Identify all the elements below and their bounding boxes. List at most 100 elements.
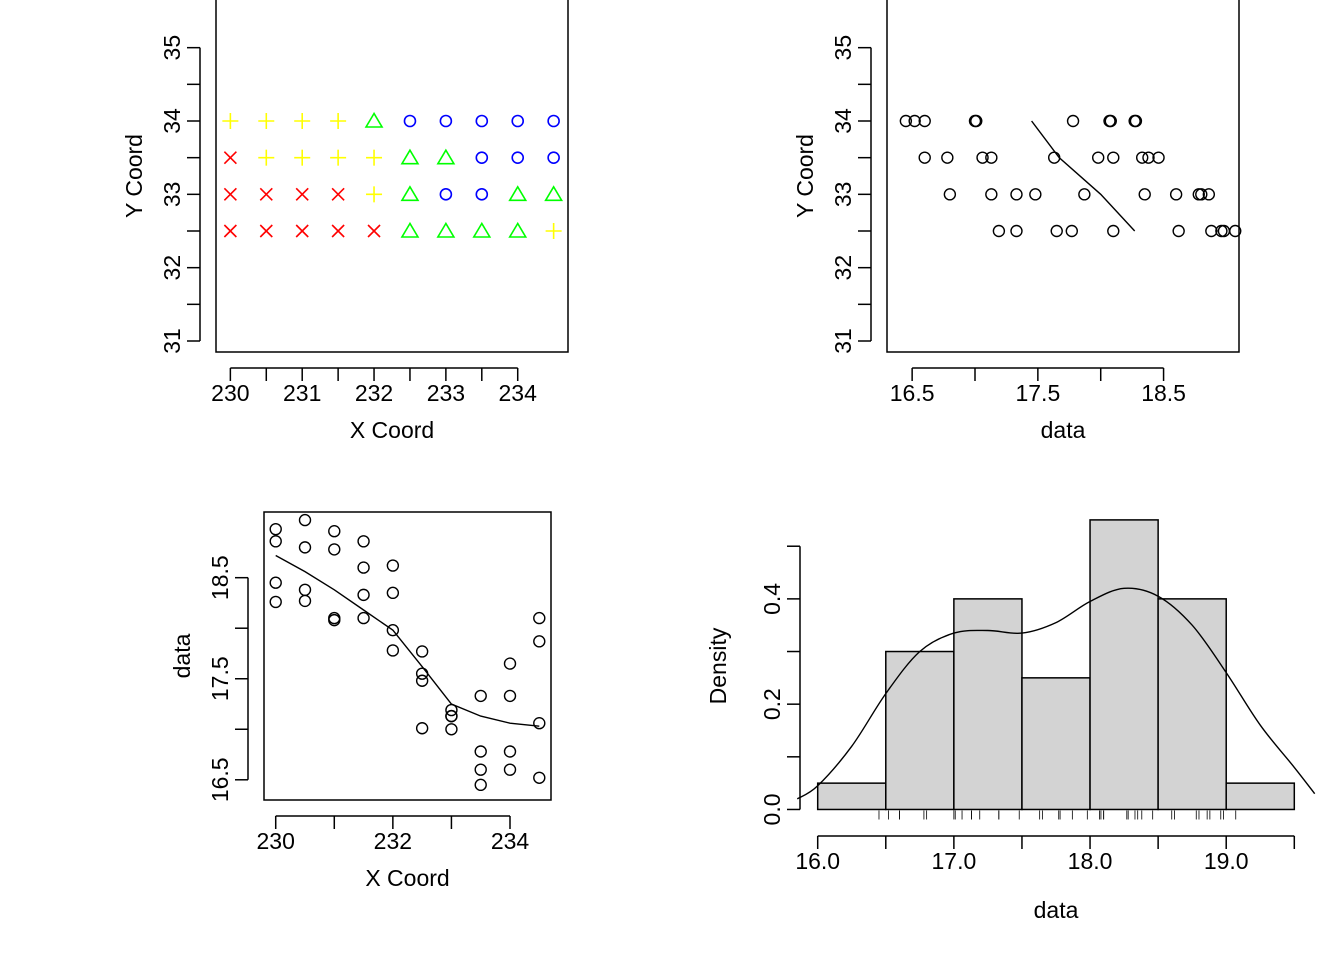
point-marker-green-triangle	[544, 185, 564, 202]
point-marker-blue-circle	[439, 114, 453, 128]
data-point	[1010, 188, 1023, 201]
point-marker-yellow-plus	[330, 113, 347, 129]
point-marker-blue-circle	[475, 188, 489, 201]
data-point	[1192, 188, 1205, 201]
x-tick-label: 18.5	[1141, 380, 1186, 406]
data-point	[985, 151, 998, 164]
histogram-bar	[1157, 598, 1227, 811]
data-point	[503, 689, 517, 703]
cross-stroke	[367, 224, 381, 238]
data-point	[1142, 151, 1155, 164]
point-marker-yellow-plus	[294, 149, 311, 166]
histogram-bar	[953, 598, 1023, 811]
y-tick-label: 16.5	[207, 757, 233, 802]
point-marker-blue-circle	[439, 188, 453, 201]
point-marker-yellow-plus	[366, 149, 383, 166]
data-point	[445, 709, 458, 723]
data-point	[415, 722, 429, 735]
y-tick-label: 35	[159, 35, 185, 61]
data-point	[503, 657, 517, 670]
data-point	[269, 576, 282, 589]
data-point	[474, 689, 487, 703]
point-marker-yellow-plus	[258, 149, 275, 166]
point-marker-red-cross	[223, 187, 237, 201]
data-point	[357, 611, 370, 625]
data-point	[474, 778, 487, 792]
data-point	[328, 613, 341, 627]
data-point	[533, 635, 546, 648]
x-tick-label: 233	[427, 380, 465, 406]
x-tick-label: 230	[211, 380, 249, 406]
point-marker-blue-circle	[511, 114, 525, 128]
y-tick-label: 31	[159, 328, 185, 354]
y-tick-label: 0.0	[759, 793, 785, 825]
data-point	[533, 611, 546, 625]
data-point	[415, 674, 429, 687]
data-point	[298, 541, 312, 554]
data-point	[1217, 224, 1231, 238]
y-tick-label: 35	[830, 35, 856, 61]
point-marker-yellow-plus	[258, 113, 275, 129]
data-point	[298, 594, 312, 608]
data-point	[1138, 188, 1151, 201]
data-point	[943, 188, 957, 201]
data-point	[1066, 114, 1080, 128]
x-tick-label: 18.0	[1068, 848, 1113, 874]
data-point	[357, 588, 370, 602]
data-point	[1107, 151, 1120, 164]
data-point	[899, 114, 913, 128]
data-point	[1104, 114, 1117, 128]
point-marker-red-cross	[331, 224, 345, 238]
point-marker-red-cross	[223, 224, 237, 238]
data-point	[992, 224, 1006, 238]
x-axis-title: data	[1034, 897, 1079, 923]
point-marker-blue-circle	[547, 151, 560, 164]
data-point	[1152, 151, 1165, 164]
data-point	[1107, 224, 1120, 238]
data-point	[474, 763, 487, 776]
data-point	[357, 561, 370, 574]
data-point	[386, 586, 400, 600]
cross-stroke	[223, 224, 237, 238]
data-point	[1129, 114, 1143, 128]
data-point	[1078, 188, 1091, 201]
x-axis-title: data	[1041, 417, 1086, 443]
x-tick-label: 17.5	[1015, 380, 1060, 406]
data-point	[503, 763, 517, 776]
data-point	[908, 114, 921, 128]
point-marker-yellow-plus	[545, 223, 562, 239]
data-point	[1169, 188, 1183, 201]
point-marker-blue-circle	[475, 151, 489, 164]
x-tick-label: 230	[257, 828, 295, 854]
point-marker-red-cross	[367, 224, 381, 238]
data-point	[328, 543, 341, 556]
data-point	[1215, 224, 1228, 238]
point-marker-blue-circle	[511, 151, 525, 164]
x-tick-label: 232	[374, 828, 412, 854]
x-tick-label: 17.0	[931, 848, 976, 874]
data-point	[386, 624, 400, 637]
point-marker-green-triangle	[436, 148, 456, 165]
y-axis-title: Y Coord	[792, 134, 818, 218]
data-point	[386, 644, 400, 657]
y-tick-label: 32	[159, 255, 185, 281]
point-marker-blue-circle	[475, 114, 489, 128]
x-tick-label: 231	[283, 380, 321, 406]
data-point	[1029, 188, 1042, 201]
data-point	[918, 114, 931, 128]
x-tick-label: 234	[499, 380, 538, 406]
data-point	[357, 535, 370, 548]
y-tick-label: 0.4	[759, 583, 785, 615]
point-marker-green-triangle	[400, 148, 420, 165]
y-tick-label: 34	[159, 108, 185, 134]
data-point	[328, 525, 341, 538]
smooth-trend-line	[1031, 120, 1136, 232]
histogram-bar	[1089, 519, 1159, 811]
data-point	[415, 645, 429, 658]
data-point	[1172, 224, 1185, 238]
point-marker-red-cross	[331, 187, 345, 201]
y-tick-label: 33	[159, 182, 185, 208]
histogram-bar	[816, 782, 887, 811]
data-point	[1205, 224, 1218, 238]
x-axis-title: X Coord	[350, 417, 434, 443]
